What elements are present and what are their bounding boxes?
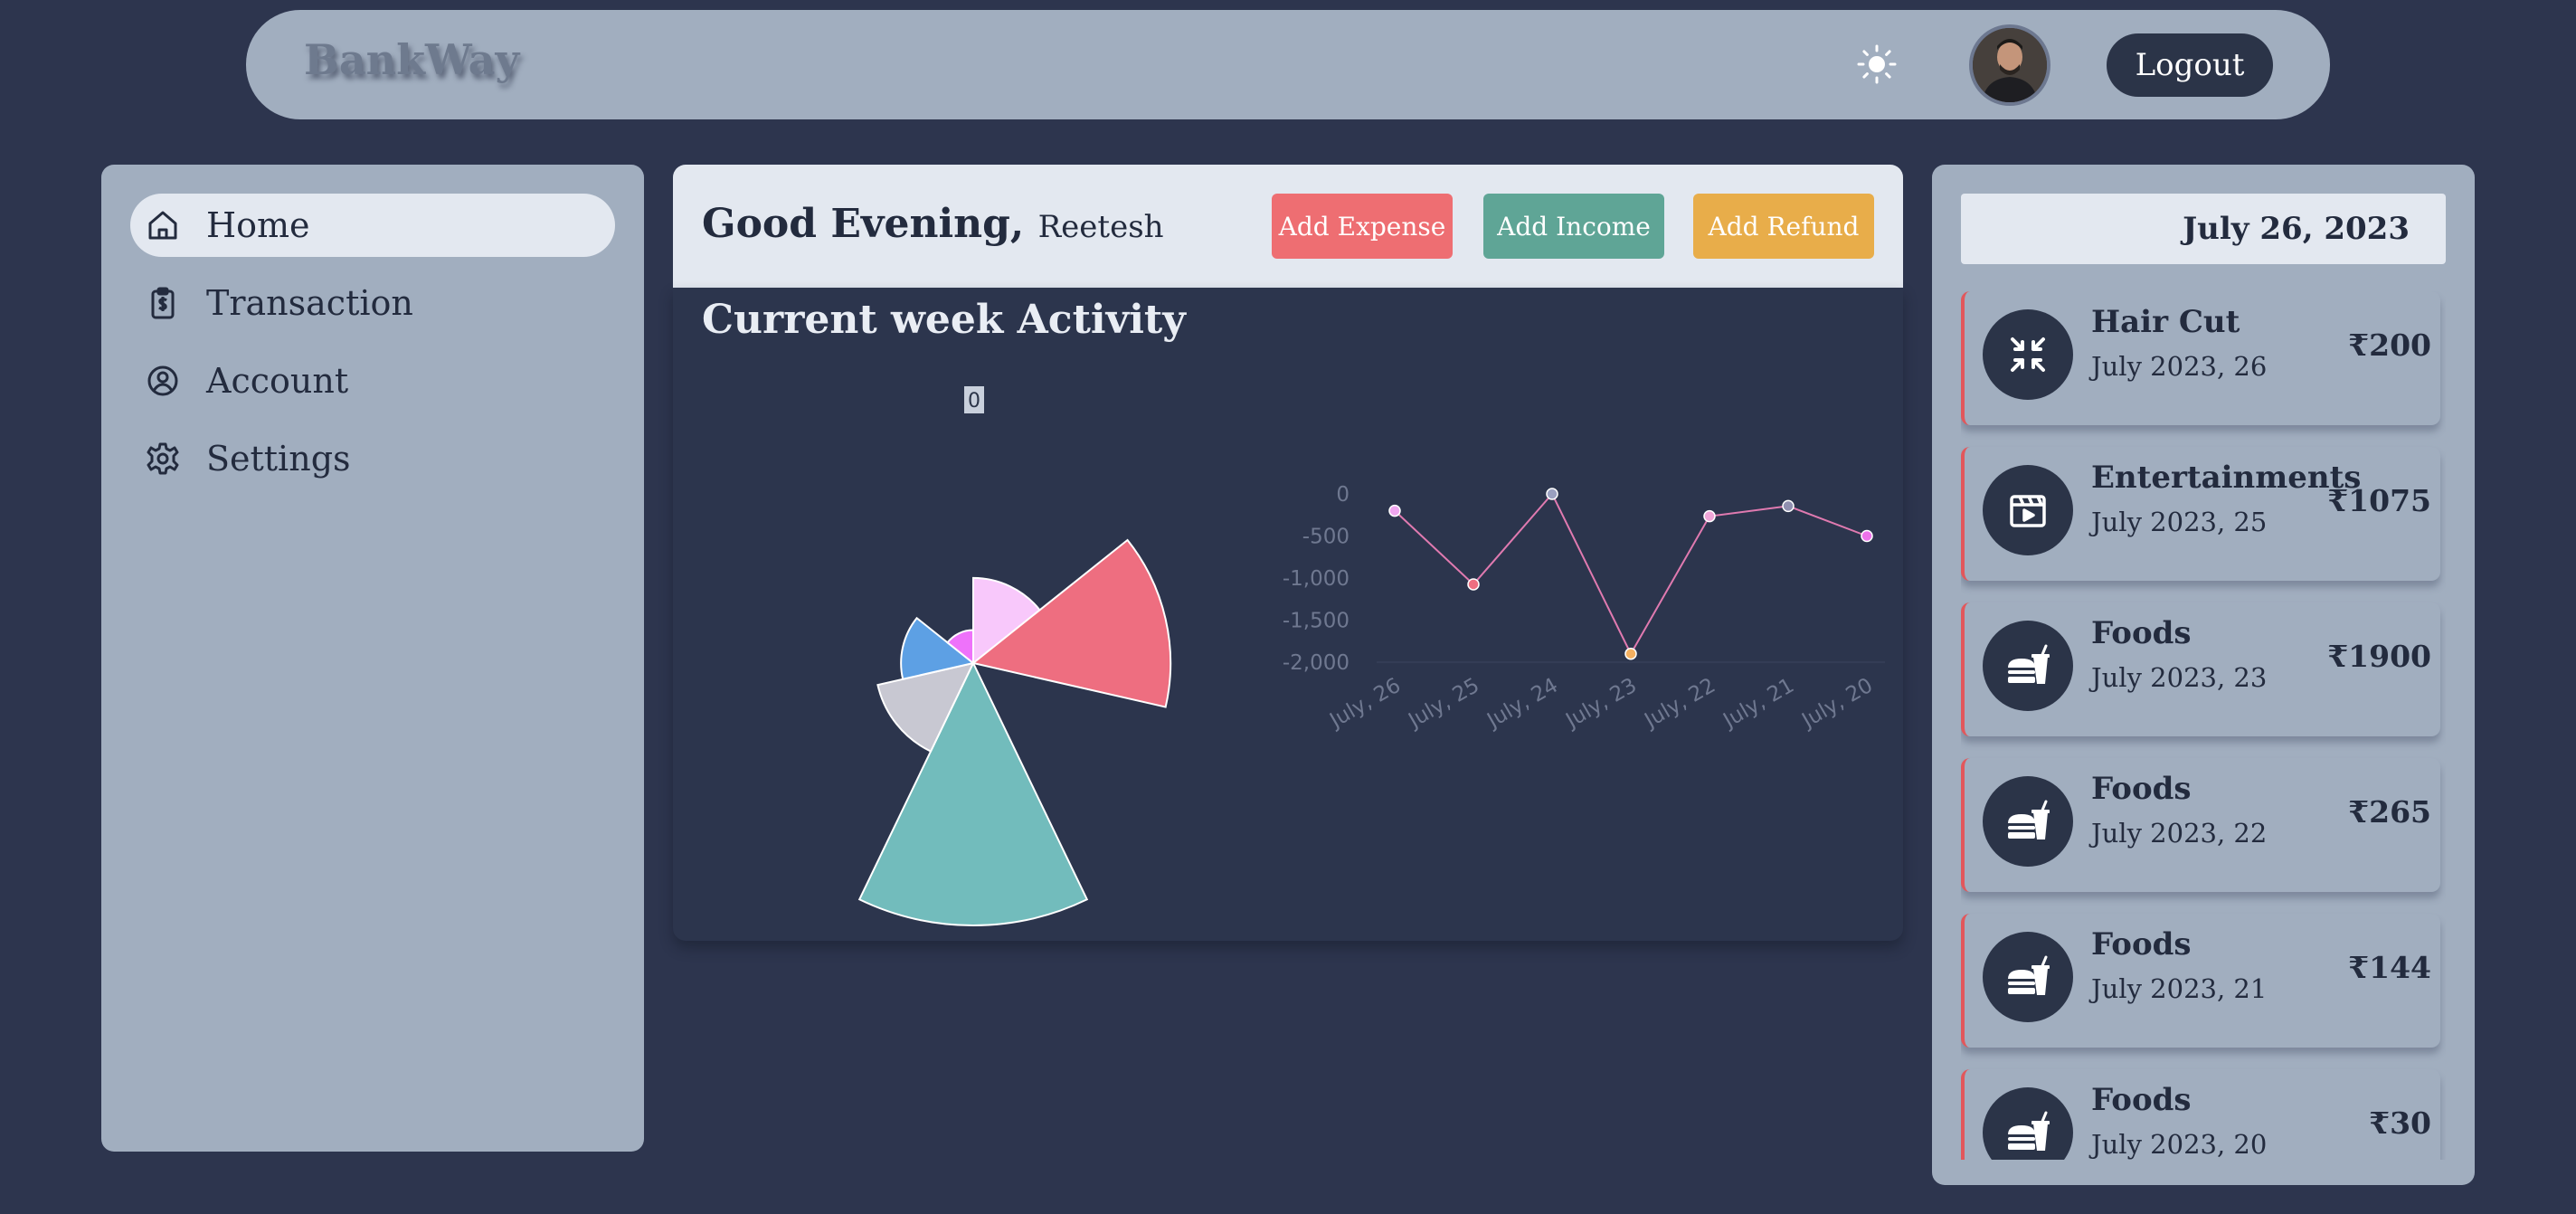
transaction-amount: ₹1900 bbox=[2327, 639, 2431, 674]
sidebar-item-home[interactable]: Home bbox=[130, 194, 615, 257]
x-tick-label: July, 24 bbox=[1482, 674, 1562, 734]
transaction-date: July 2023, 21 bbox=[2091, 973, 2268, 1004]
user-name: Reetesh bbox=[1037, 209, 1164, 245]
activity-card: Current week Activity 0 0 -500 -1,000 -1,50… bbox=[673, 288, 1903, 941]
polar-area-chart[interactable]: 0 bbox=[673, 378, 1252, 939]
line-point[interactable] bbox=[1467, 578, 1480, 591]
sidebar-item-label: Account bbox=[206, 361, 349, 401]
current-date: July 26, 2023 bbox=[1961, 194, 2446, 264]
transaction-card[interactable]: Entertainments July 2023, 25 ₹1075 bbox=[1961, 447, 2440, 581]
transaction-date: July 2023, 22 bbox=[2091, 818, 2268, 849]
x-tick-label: July, 20 bbox=[1796, 674, 1877, 734]
greeting-bar: Good Evening, Reetesh Add Expense Add In… bbox=[673, 165, 1903, 288]
burger-drink-icon bbox=[1983, 1087, 2073, 1160]
y-tick-label: -2,000 bbox=[1283, 651, 1350, 675]
gear-icon bbox=[145, 441, 181, 477]
add-expense-button[interactable]: Add Expense bbox=[1272, 194, 1453, 259]
line-point[interactable] bbox=[1624, 647, 1637, 660]
polar-slice-july-25[interactable] bbox=[971, 538, 1172, 708]
brand-logo[interactable]: BankWay bbox=[304, 35, 520, 84]
x-tick-label: July, 25 bbox=[1403, 674, 1483, 734]
y-tick-label: 0 bbox=[1336, 483, 1350, 507]
y-tick-label: -500 bbox=[1302, 526, 1350, 549]
transaction-date: July 2023, 25 bbox=[2091, 507, 2268, 537]
burger-drink-icon bbox=[1983, 621, 2073, 711]
sidebar-item-settings[interactable]: Settings bbox=[130, 427, 615, 490]
transaction-list[interactable]: Hair Cut July 2023, 26 ₹200 Entertainments J… bbox=[1961, 291, 2446, 1160]
user-avatar[interactable] bbox=[1969, 24, 2050, 106]
transaction-amount: ₹200 bbox=[2348, 327, 2431, 363]
home-icon bbox=[145, 207, 181, 243]
greeting: Good Evening, Reetesh bbox=[702, 201, 1164, 247]
add-refund-button[interactable]: Add Refund bbox=[1693, 194, 1874, 259]
transaction-amount: ₹144 bbox=[2348, 950, 2431, 985]
sidebar-item-account[interactable]: Account bbox=[130, 349, 615, 413]
line-series bbox=[1394, 492, 1868, 656]
transaction-card[interactable]: Foods July 2023, 20 ₹30 bbox=[1961, 1069, 2440, 1160]
line-point[interactable] bbox=[1861, 529, 1873, 543]
transaction-card[interactable]: Foods July 2023, 23 ₹1900 bbox=[1961, 602, 2440, 736]
transaction-date: July 2023, 20 bbox=[2091, 1129, 2268, 1160]
top-navbar: BankWay Logout bbox=[246, 10, 2330, 119]
clipboard-icon bbox=[145, 285, 181, 321]
transaction-title: Foods bbox=[2091, 771, 2192, 807]
polar-slice-july-21[interactable] bbox=[900, 616, 976, 680]
transaction-title: Hair Cut bbox=[2091, 304, 2240, 340]
x-tick-label: July, 21 bbox=[1718, 674, 1798, 734]
transaction-card[interactable]: Foods July 2023, 21 ₹144 bbox=[1961, 914, 2440, 1048]
polar-slice-july-22[interactable] bbox=[876, 661, 975, 753]
greeting-text: Good Evening, bbox=[702, 201, 1025, 247]
y-tick-label: -1,500 bbox=[1283, 610, 1350, 633]
sidebar-item-transaction[interactable]: Transaction bbox=[130, 271, 615, 335]
sidebar-item-label: Home bbox=[206, 205, 310, 245]
x-tick-label: July, 26 bbox=[1324, 674, 1405, 734]
y-tick-label: -1,000 bbox=[1283, 567, 1350, 591]
transaction-amount: ₹1075 bbox=[2327, 483, 2431, 518]
transaction-title: Entertainments bbox=[2091, 460, 2362, 496]
transaction-date: July 2023, 23 bbox=[2091, 662, 2268, 693]
sun-icon[interactable] bbox=[1856, 43, 1898, 85]
line-point[interactable] bbox=[1388, 504, 1401, 517]
logout-button[interactable]: Logout bbox=[2107, 33, 2273, 97]
transaction-card[interactable]: Hair Cut July 2023, 26 ₹200 bbox=[1961, 291, 2440, 425]
transaction-title: Foods bbox=[2091, 615, 2192, 651]
x-tick-label: July, 22 bbox=[1639, 674, 1719, 734]
add-income-button[interactable]: Add Income bbox=[1483, 194, 1664, 259]
activity-title: Current week Activity bbox=[702, 297, 1186, 343]
recent-transactions-panel: July 26, 2023 Hair Cut July 2023, 26 ₹200 E… bbox=[1932, 165, 2475, 1185]
sidebar-item-label: Settings bbox=[206, 439, 351, 479]
burger-drink-icon bbox=[1983, 776, 2073, 867]
line-point[interactable] bbox=[1546, 488, 1558, 500]
sidebar: Home Transaction Account Settings bbox=[101, 165, 644, 1152]
polar-tick-label: 0 bbox=[964, 386, 984, 413]
transaction-title: Foods bbox=[2091, 926, 2192, 963]
line-point[interactable] bbox=[1782, 499, 1795, 513]
transaction-title: Foods bbox=[2091, 1082, 2192, 1118]
clapperboard-icon bbox=[1983, 465, 2073, 555]
transaction-amount: ₹265 bbox=[2348, 794, 2431, 830]
transaction-card[interactable]: Foods July 2023, 22 ₹265 bbox=[1961, 758, 2440, 892]
line-point[interactable] bbox=[1703, 509, 1716, 523]
transaction-date: July 2023, 26 bbox=[2091, 351, 2268, 382]
sidebar-item-label: Transaction bbox=[206, 283, 413, 323]
burger-drink-icon bbox=[1983, 932, 2073, 1022]
x-tick-label: July, 23 bbox=[1560, 674, 1641, 734]
polar-slice-july-26[interactable] bbox=[972, 576, 1041, 666]
compress-arrows-icon bbox=[1983, 309, 2073, 400]
user-circle-icon bbox=[145, 363, 181, 399]
svg-text:0: 0 bbox=[968, 390, 980, 413]
polar-slice-july-20[interactable] bbox=[946, 629, 974, 666]
transaction-amount: ₹30 bbox=[2369, 1105, 2431, 1141]
polar-slice-july-23[interactable] bbox=[857, 660, 1089, 926]
